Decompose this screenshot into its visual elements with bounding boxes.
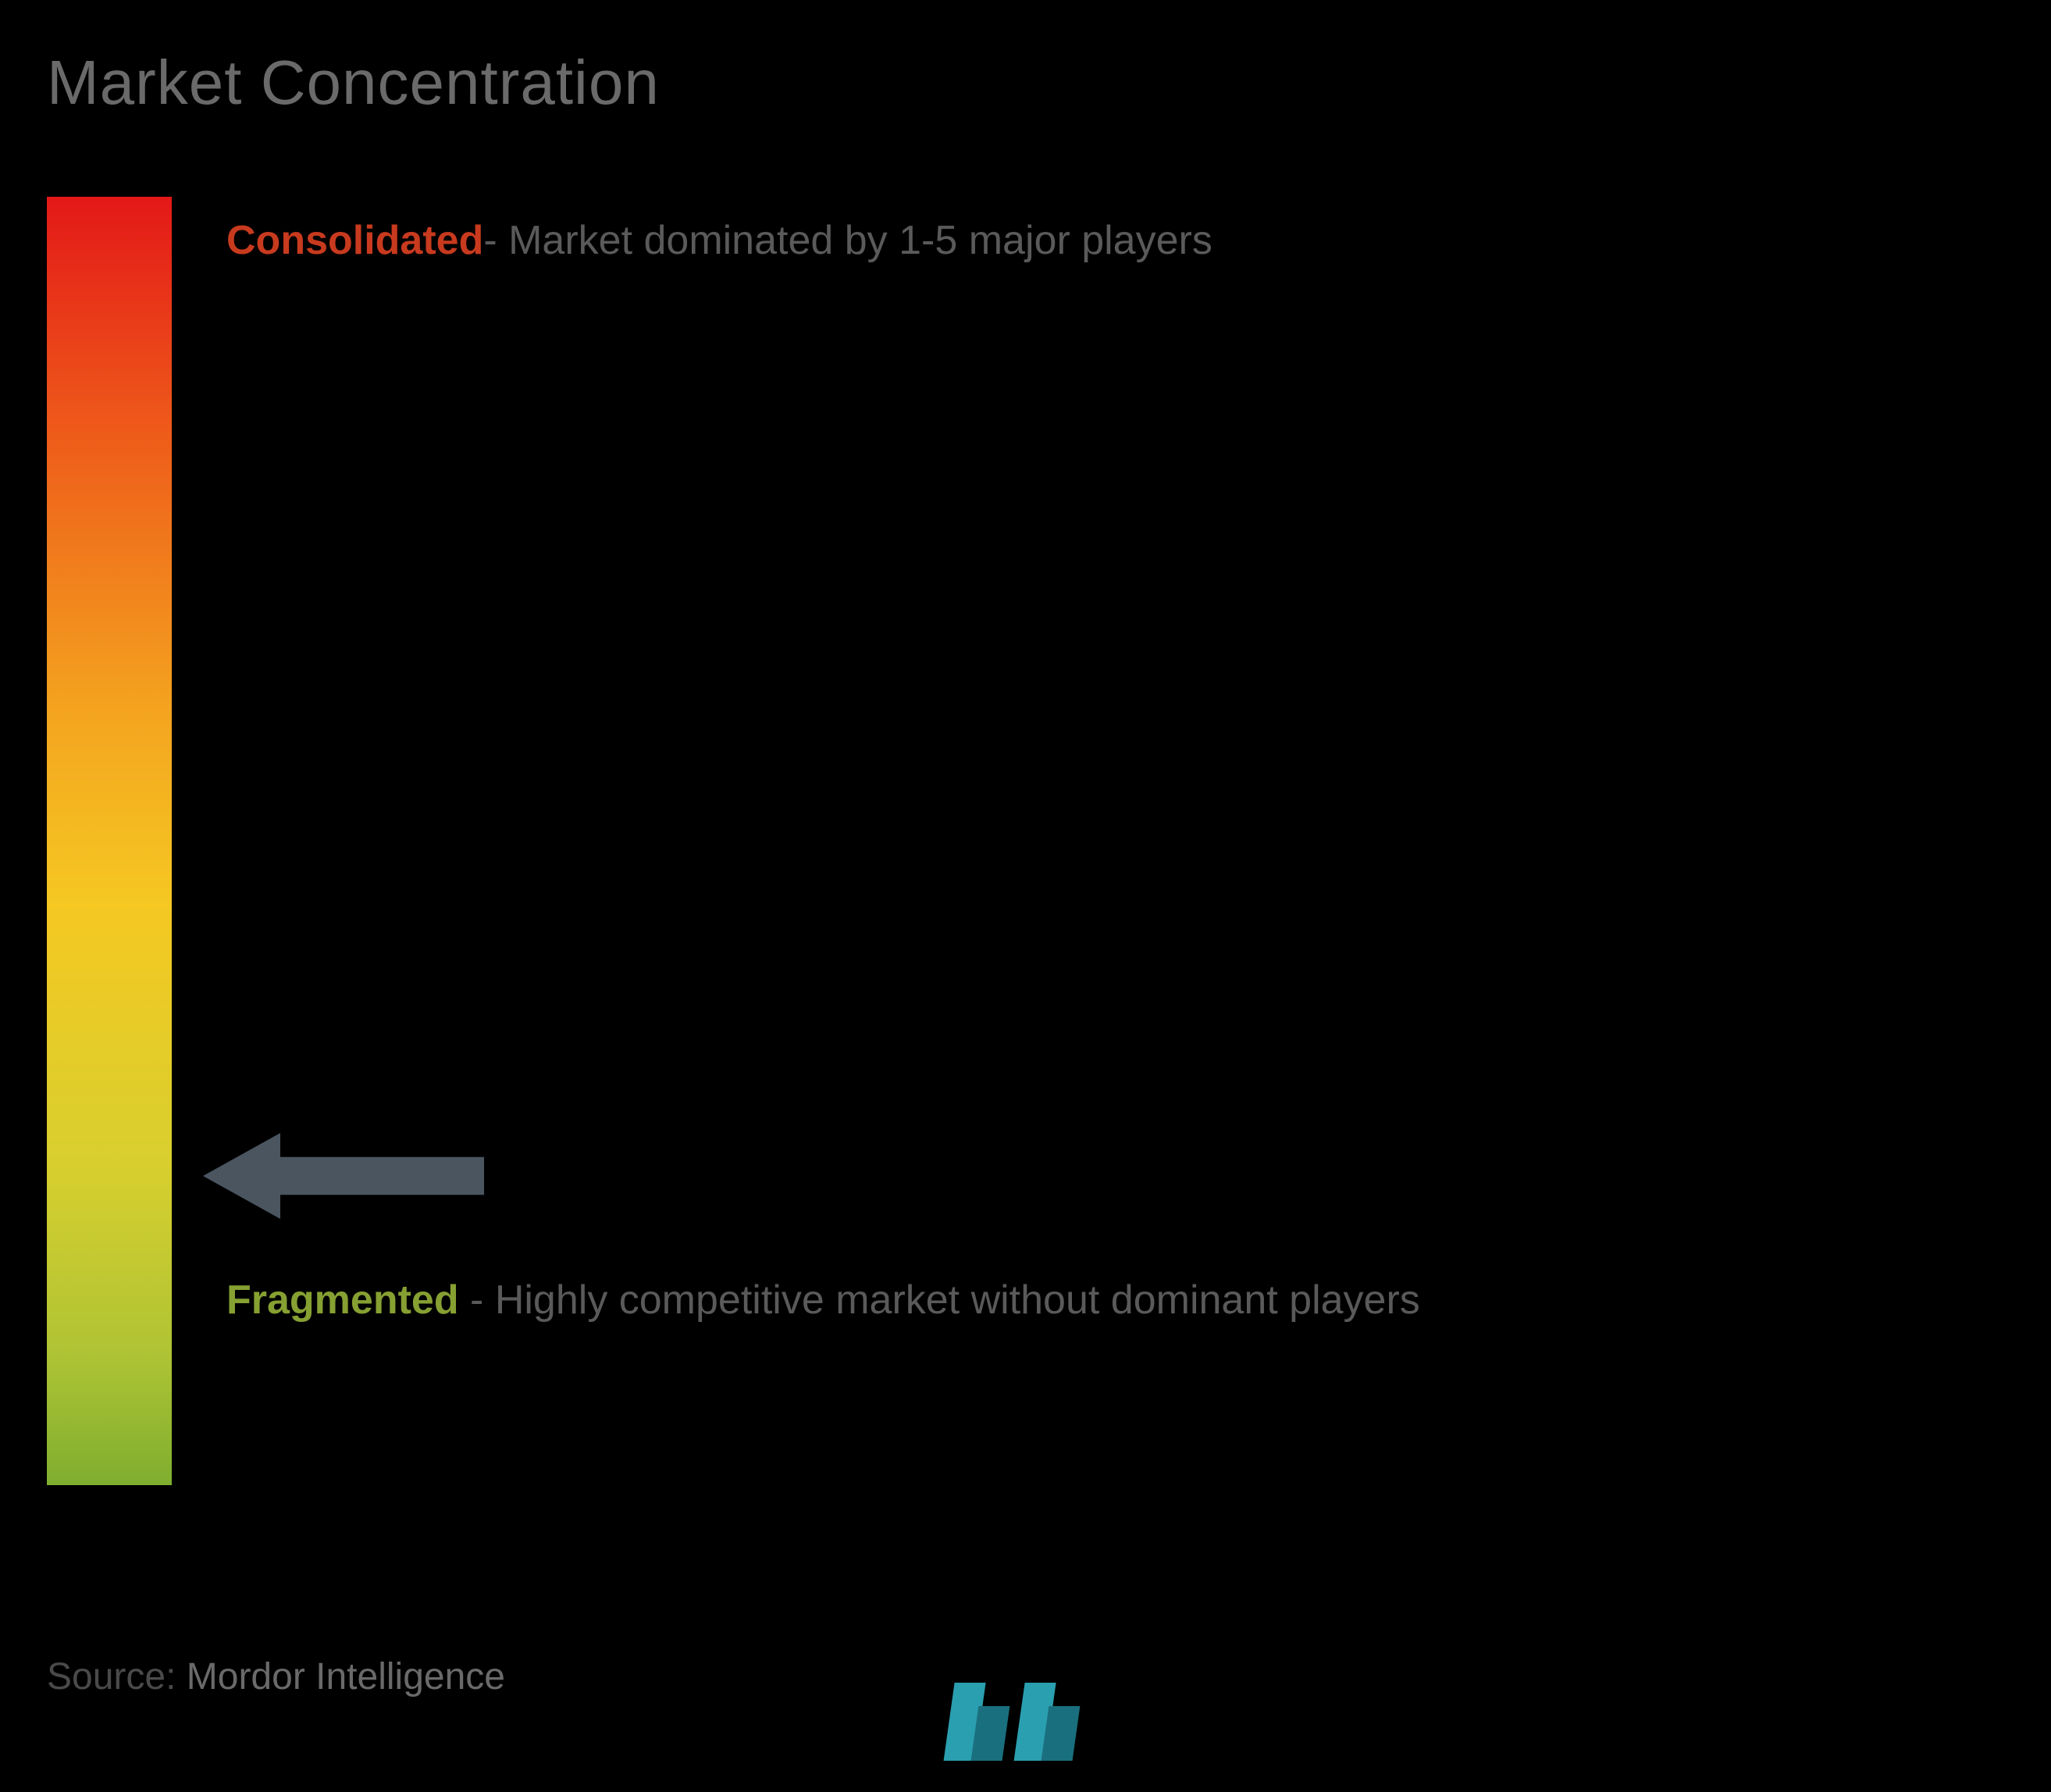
- brand-logo-icon: [940, 1675, 1112, 1769]
- indicator-arrow-wrap: [203, 1133, 484, 1223]
- infographic-panel: Market Concentration Consolidated- Marke…: [0, 0, 2051, 1792]
- labels-area: Consolidated- Market dominated by 1-5 ma…: [226, 197, 2004, 1485]
- source-brand: Mordor Intelligence: [187, 1656, 505, 1698]
- source-footer: Source: Mordor Intelligence: [47, 1655, 505, 1698]
- page-title: Market Concentration: [47, 47, 2004, 119]
- consolidated-description: - Market dominated by 1-5 major players: [483, 218, 1212, 263]
- content-row: Consolidated- Market dominated by 1-5 ma…: [47, 197, 2004, 1485]
- fragmented-label: Fragmented - Highly competitive market w…: [226, 1266, 1848, 1334]
- fragmented-description: - Highly competitive market without domi…: [459, 1277, 1420, 1323]
- consolidated-keyword: Consolidated: [226, 218, 483, 263]
- indicator-arrow-icon: [203, 1133, 484, 1219]
- source-prefix: Source:: [47, 1656, 187, 1698]
- consolidated-label: Consolidated- Market dominated by 1-5 ma…: [226, 212, 1910, 269]
- concentration-gradient-bar: [47, 197, 172, 1485]
- fragmented-keyword: Fragmented: [226, 1277, 459, 1323]
